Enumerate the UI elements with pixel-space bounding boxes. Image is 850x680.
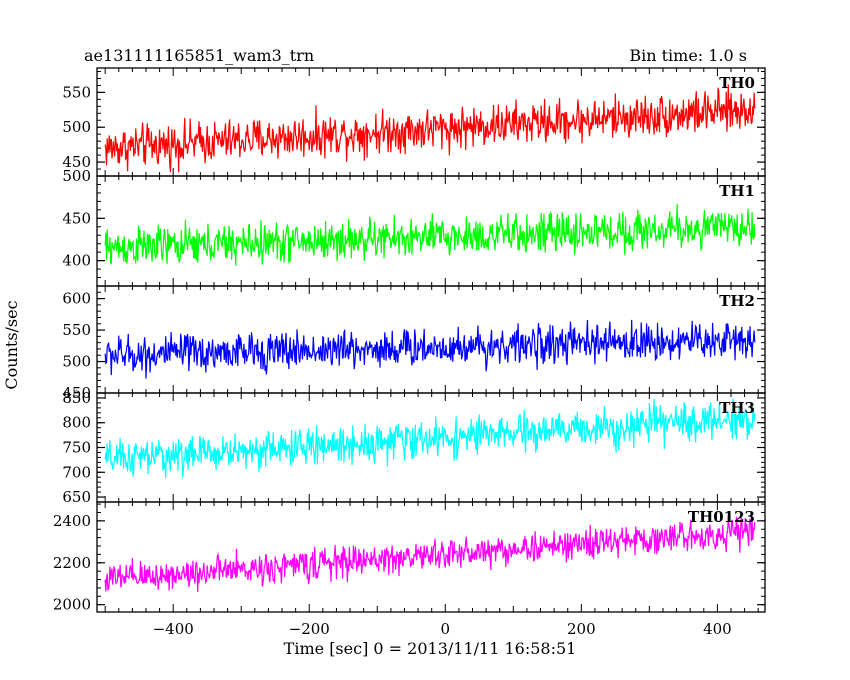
y-tick-label: 800: [62, 414, 91, 432]
panel-label-th3: TH3: [719, 399, 755, 417]
y-tick-label: 2400: [53, 512, 91, 530]
y-tick-label: 550: [62, 83, 91, 101]
y-tick-label: 650: [62, 488, 91, 506]
y-tick-label: 400: [62, 252, 91, 270]
y-tick-label: 500: [62, 353, 91, 371]
panel-frame: [96, 501, 766, 613]
x-tick-label: 0: [441, 620, 451, 638]
y-tick-label: 2000: [53, 596, 91, 614]
panel-frame: [96, 285, 766, 394]
panel-th1: 400 450 500 TH1: [62, 167, 766, 287]
series-line-th0: [104, 84, 756, 173]
y-tick-label: 750: [62, 439, 91, 457]
y-tick-label: 600: [62, 290, 91, 308]
panel-th2: 450 500 550 600 TH2: [62, 285, 766, 402]
y-tick-label: 500: [62, 167, 91, 185]
y-tick-label: 450: [62, 384, 91, 402]
y-tick-label: 700: [62, 463, 91, 481]
x-tick-label: −400: [153, 620, 194, 638]
panel-label-th0123: TH0123: [688, 508, 755, 526]
panel-th3: 650 700 750 800 850 TH3: [62, 389, 766, 506]
panel-label-th2: TH2: [719, 292, 755, 310]
x-axis-label: Time [sec] 0 = 2013/11/11 16:58:51: [284, 639, 577, 658]
panel-label-th0: TH0: [719, 74, 755, 92]
panel-th0123: 2000 2200 2400 TH0123: [53, 501, 766, 614]
series-line-th0123: [104, 516, 756, 592]
y-tick-label: 450: [62, 209, 91, 227]
panel-label-th1: TH1: [719, 182, 755, 200]
x-tick-label: −200: [289, 620, 330, 638]
x-tick-label: 200: [567, 620, 596, 638]
y-tick-label: 500: [62, 118, 91, 136]
y-tick-label: 850: [62, 389, 91, 407]
bin-time-label: Bin time: 1.0 s: [629, 46, 747, 65]
y-tick-label: 550: [62, 321, 91, 339]
series-line-th3: [104, 398, 756, 479]
chart-title: ae131111165851_wam3_trn: [84, 46, 314, 65]
y-tick-label: 2200: [53, 554, 91, 572]
y-axis-label: Counts/sec: [2, 300, 21, 389]
series-line-th2: [104, 319, 756, 379]
panel-th0: 450 500 550 TH0: [62, 67, 766, 177]
x-tick-label: 400: [703, 620, 732, 638]
y-tick-label: 450: [62, 153, 91, 171]
series-line-th1: [104, 203, 756, 266]
